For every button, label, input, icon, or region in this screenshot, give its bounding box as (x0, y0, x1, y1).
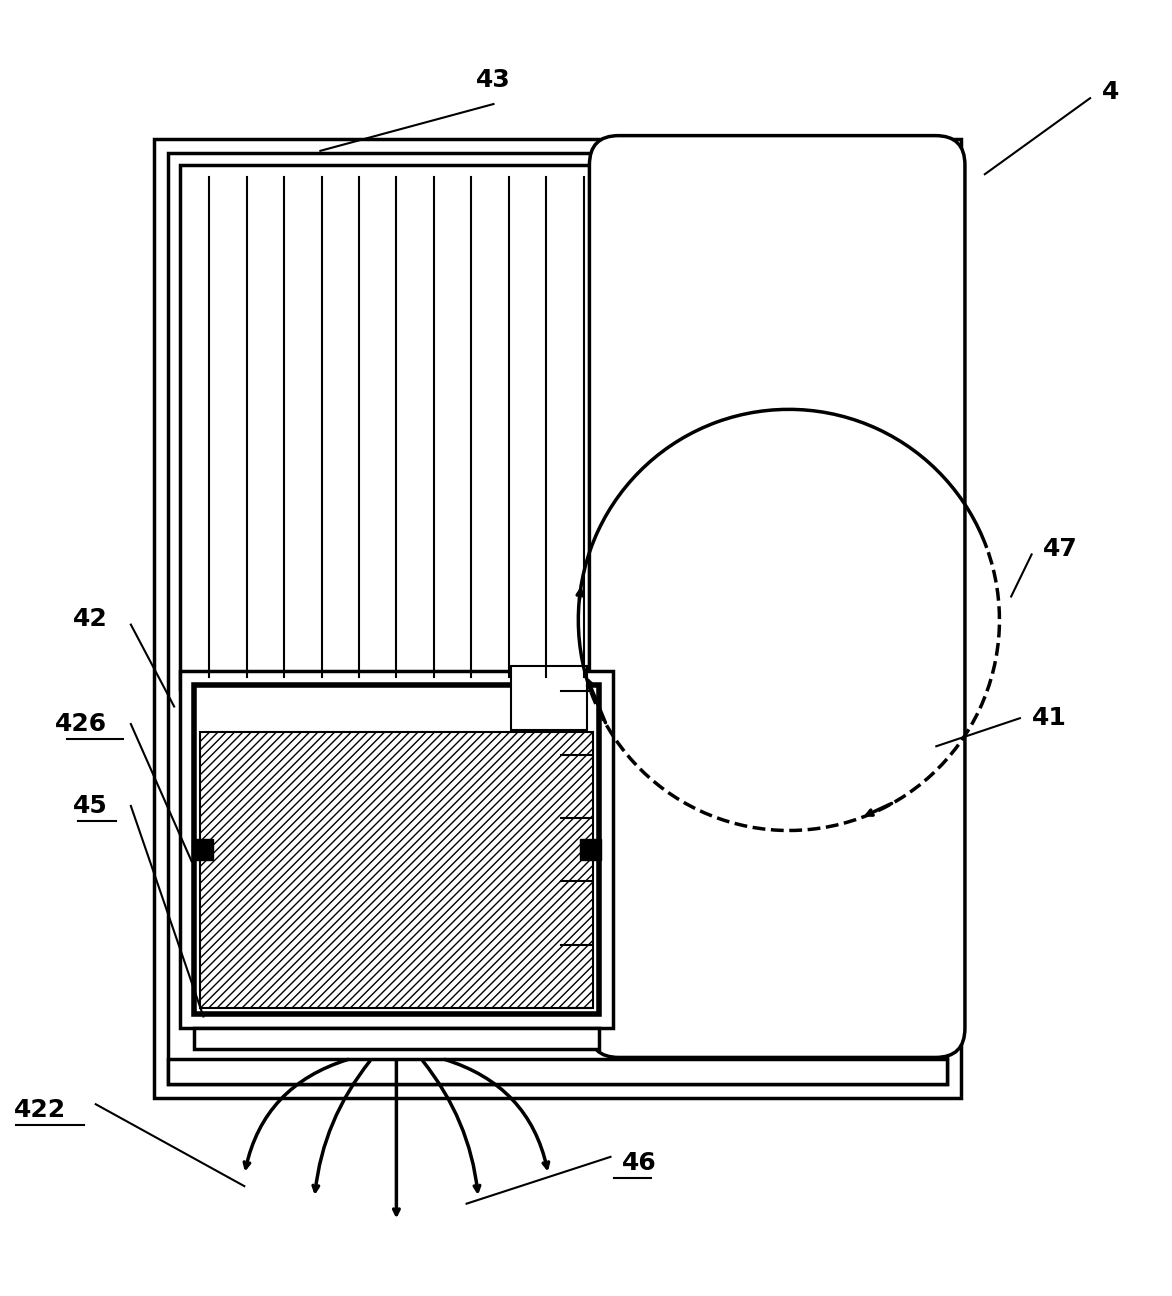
Bar (169, 153, 947, 1085)
FancyBboxPatch shape (590, 136, 965, 1058)
Bar (580, 840, 601, 861)
Bar (192, 840, 213, 861)
Text: 46: 46 (622, 1151, 657, 1174)
Bar (180, 165, 601, 689)
Bar (180, 671, 613, 1028)
Text: 41: 41 (1031, 706, 1067, 730)
Bar (200, 732, 593, 1008)
Text: 422: 422 (14, 1098, 67, 1122)
Bar (155, 139, 961, 1099)
Bar (195, 686, 599, 1015)
Text: 426: 426 (55, 712, 108, 736)
Text: 42: 42 (73, 607, 108, 631)
Bar (511, 666, 587, 730)
Bar (195, 1028, 599, 1050)
Text: 4: 4 (1102, 80, 1119, 105)
Text: 43: 43 (476, 69, 511, 92)
Text: 45: 45 (73, 794, 108, 818)
Text: 47: 47 (1043, 537, 1078, 561)
Bar (169, 1059, 947, 1085)
